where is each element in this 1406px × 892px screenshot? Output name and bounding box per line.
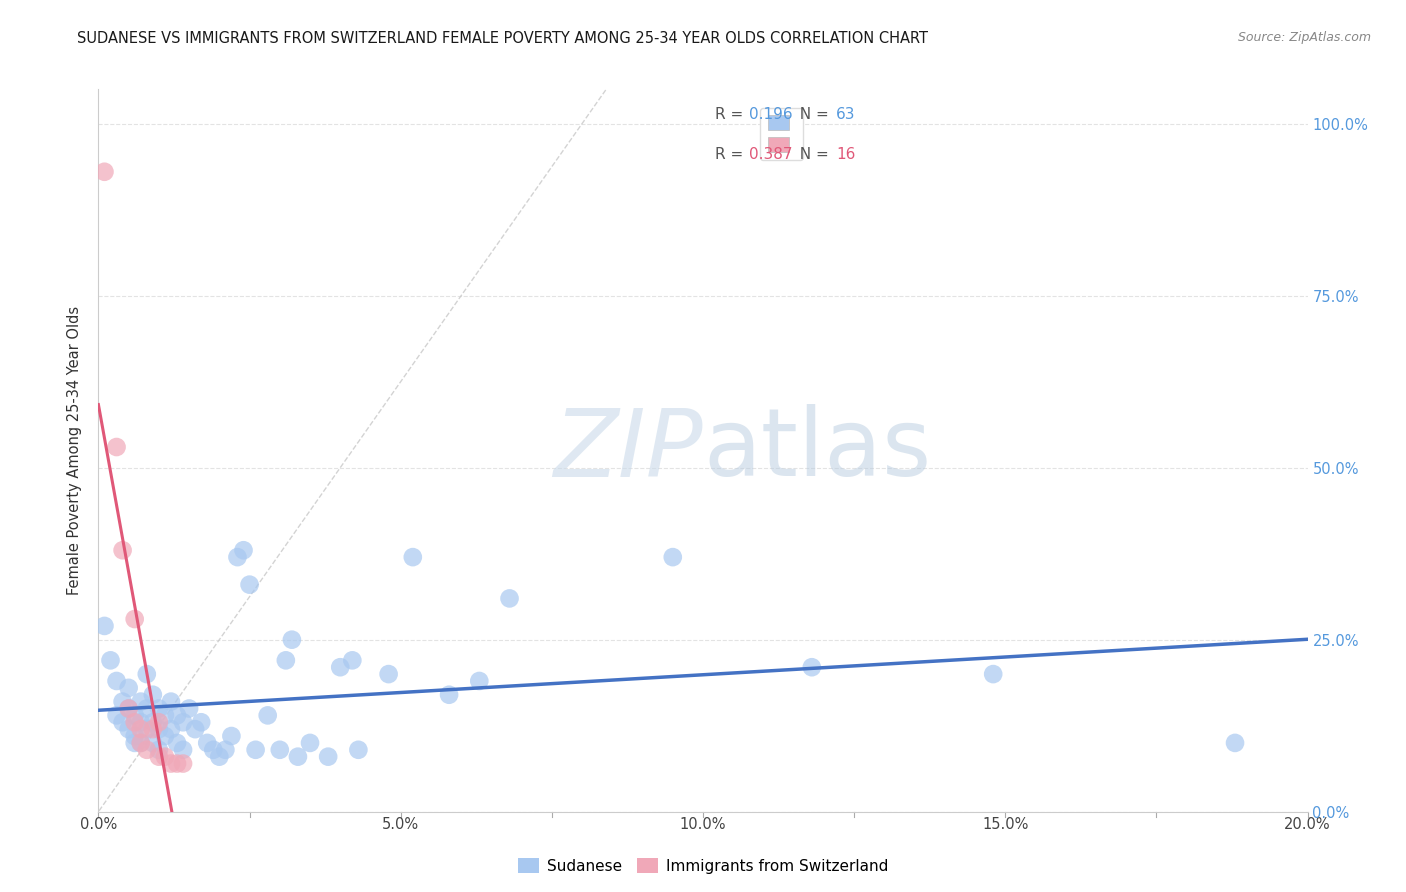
Point xyxy=(124,715,146,730)
Y-axis label: Female Poverty Among 25-34 Year Olds: Female Poverty Among 25-34 Year Olds xyxy=(67,306,83,595)
Point xyxy=(214,743,236,757)
Point xyxy=(377,667,399,681)
Point xyxy=(148,715,170,730)
Text: R =: R = xyxy=(716,107,748,122)
Point xyxy=(402,550,425,565)
Point xyxy=(226,550,249,565)
Point xyxy=(661,550,683,565)
Point xyxy=(142,736,165,750)
Point xyxy=(239,577,262,591)
Point xyxy=(148,701,170,715)
Text: 0.387: 0.387 xyxy=(749,147,793,162)
Point xyxy=(160,722,183,736)
Point xyxy=(100,653,122,667)
Point xyxy=(135,667,157,681)
Legend: , : , xyxy=(761,108,803,161)
Point xyxy=(281,632,304,647)
Text: 0.196: 0.196 xyxy=(749,107,793,122)
Point xyxy=(93,165,115,179)
Point xyxy=(202,743,225,757)
Point xyxy=(498,591,520,606)
Point xyxy=(1223,736,1246,750)
Text: N =: N = xyxy=(790,147,834,162)
Point xyxy=(981,667,1004,681)
Point xyxy=(124,729,146,743)
Point xyxy=(105,440,128,454)
Point xyxy=(118,722,141,736)
Point xyxy=(329,660,352,674)
Point xyxy=(105,708,128,723)
Point xyxy=(153,729,176,743)
Point xyxy=(129,715,152,730)
Point xyxy=(179,701,201,715)
Point xyxy=(274,653,297,667)
Point xyxy=(468,673,491,688)
Point xyxy=(166,736,188,750)
Point xyxy=(190,715,212,730)
Point xyxy=(124,612,146,626)
Point xyxy=(232,543,254,558)
Point xyxy=(316,749,339,764)
Point xyxy=(142,715,165,730)
Point xyxy=(208,749,231,764)
Point xyxy=(342,653,364,667)
Point xyxy=(184,722,207,736)
Point xyxy=(129,722,152,736)
Point xyxy=(148,749,170,764)
Text: atlas: atlas xyxy=(703,404,931,497)
Point xyxy=(269,743,291,757)
Point xyxy=(299,736,322,750)
Legend: Sudanese, Immigrants from Switzerland: Sudanese, Immigrants from Switzerland xyxy=(512,852,894,880)
Text: 16: 16 xyxy=(837,147,855,162)
Point xyxy=(148,722,170,736)
Point xyxy=(142,688,165,702)
Point xyxy=(160,695,183,709)
Point xyxy=(148,743,170,757)
Point xyxy=(153,749,176,764)
Text: 63: 63 xyxy=(837,107,855,122)
Point xyxy=(111,715,134,730)
Point xyxy=(166,708,188,723)
Point xyxy=(129,736,152,750)
Point xyxy=(129,736,152,750)
Point xyxy=(437,688,460,702)
Point xyxy=(118,701,141,715)
Point xyxy=(135,701,157,715)
Text: N =: N = xyxy=(790,107,834,122)
Text: SUDANESE VS IMMIGRANTS FROM SWITZERLAND FEMALE POVERTY AMONG 25-34 YEAR OLDS COR: SUDANESE VS IMMIGRANTS FROM SWITZERLAND … xyxy=(77,31,928,46)
Point xyxy=(129,695,152,709)
Point xyxy=(124,736,146,750)
Point xyxy=(124,708,146,723)
Point xyxy=(111,543,134,558)
Text: R =: R = xyxy=(716,147,748,162)
Point xyxy=(166,756,188,771)
Point xyxy=(245,743,267,757)
Point xyxy=(93,619,115,633)
Point xyxy=(111,695,134,709)
Point xyxy=(172,715,194,730)
Point xyxy=(221,729,243,743)
Point xyxy=(195,736,218,750)
Point xyxy=(160,756,183,771)
Point xyxy=(347,743,370,757)
Point xyxy=(135,743,157,757)
Point xyxy=(172,756,194,771)
Text: ZIP: ZIP xyxy=(554,405,703,496)
Point xyxy=(153,708,176,723)
Point xyxy=(142,722,165,736)
Text: Source: ZipAtlas.com: Source: ZipAtlas.com xyxy=(1237,31,1371,45)
Point xyxy=(105,673,128,688)
Point xyxy=(287,749,309,764)
Point xyxy=(172,743,194,757)
Point xyxy=(118,701,141,715)
Point xyxy=(800,660,823,674)
Point xyxy=(256,708,278,723)
Point xyxy=(135,722,157,736)
Point xyxy=(118,681,141,695)
